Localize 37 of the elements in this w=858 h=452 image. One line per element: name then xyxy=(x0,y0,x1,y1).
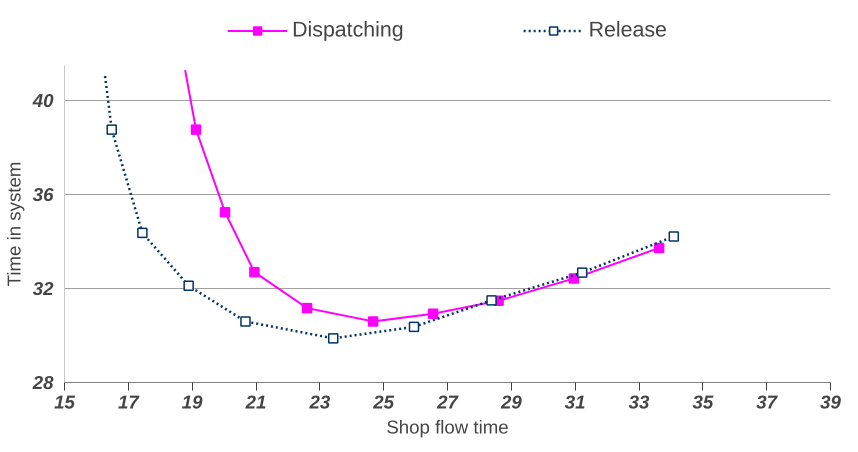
legend-label: Dispatching xyxy=(292,18,404,42)
x-axis-title: Shop flow time xyxy=(386,416,509,438)
y-axis-title: Time in system xyxy=(4,162,25,286)
point xyxy=(190,124,202,135)
point xyxy=(428,308,438,319)
point xyxy=(249,266,260,278)
point xyxy=(668,231,680,242)
x-tick-label: 33 xyxy=(628,392,650,412)
y-tick-label: 28 xyxy=(32,372,54,393)
point xyxy=(302,302,312,314)
x-tick-label: 29 xyxy=(500,392,522,412)
x-tick-label: 35 xyxy=(692,392,714,412)
x-tick-label: 31 xyxy=(564,392,586,412)
point xyxy=(408,322,420,332)
x-tick-label: 17 xyxy=(118,392,140,412)
y-tick-label: 32 xyxy=(32,278,54,300)
point xyxy=(137,228,148,238)
x-tick-label: 27 xyxy=(436,392,460,412)
point xyxy=(486,295,497,306)
x-tick-label: 15 xyxy=(54,392,76,412)
point xyxy=(576,267,588,278)
x-tick-label: 25 xyxy=(372,392,395,412)
y-tick-label: 36 xyxy=(32,184,54,206)
point xyxy=(654,242,664,254)
x-tick-label: 23 xyxy=(308,392,331,412)
point xyxy=(368,316,378,327)
x-tick-label: 37 xyxy=(756,392,779,412)
point xyxy=(183,280,194,292)
x-tick-label: 21 xyxy=(244,392,266,412)
point xyxy=(240,316,251,327)
y-tick-label: 40 xyxy=(32,90,54,112)
point xyxy=(220,207,230,218)
point xyxy=(328,333,338,344)
legend-label: Release xyxy=(588,18,667,42)
x-tick-label: 19 xyxy=(182,392,204,412)
point xyxy=(106,124,117,135)
x-tick-label: 39 xyxy=(820,392,842,412)
